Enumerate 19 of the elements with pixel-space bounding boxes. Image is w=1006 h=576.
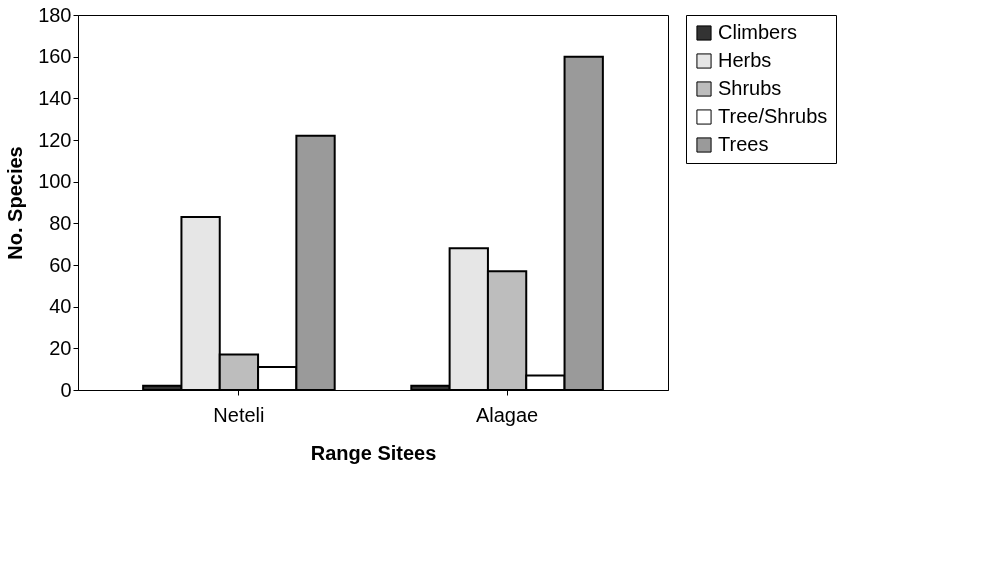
y-tick-label: 40 — [49, 295, 72, 318]
y-tick-label: 100 — [38, 170, 72, 193]
legend-label: Herbs — [718, 49, 772, 71]
y-tick-label: 160 — [38, 45, 72, 68]
y-tick-label: 120 — [38, 128, 72, 151]
y-tick-label: 20 — [49, 336, 72, 359]
y-tick-label: 180 — [38, 3, 72, 26]
x-tick-label: Alagae — [475, 403, 539, 426]
y-tick-label: 80 — [49, 211, 72, 234]
y-tick-label: 60 — [49, 253, 72, 276]
y-axis-title: No. Species — [4, 146, 27, 260]
y-tick-label: 140 — [38, 86, 72, 109]
x-tick-label: Neteli — [213, 403, 265, 426]
legend-label: Trees — [718, 133, 769, 155]
y-tick-label: 0 — [60, 378, 72, 401]
legend-label: Tree/Shrubs — [718, 105, 828, 127]
legend-label: Shrubs — [718, 77, 782, 99]
x-axis-title: Range Sitees — [310, 441, 437, 464]
legend-label: Climbers — [718, 21, 797, 43]
